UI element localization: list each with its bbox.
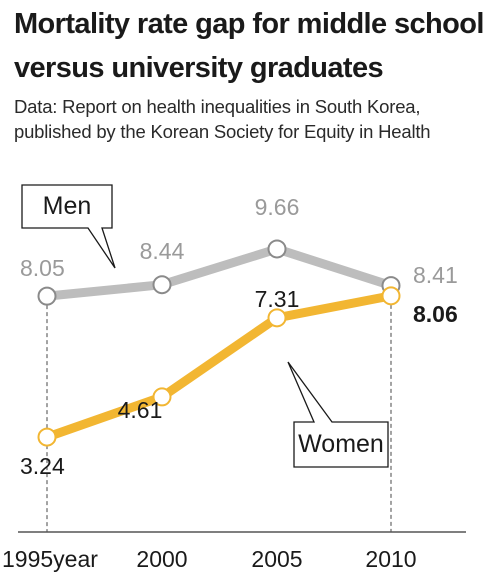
x-tick-label-0: 1995year bbox=[2, 546, 98, 572]
x-tick-label-1: 2000 bbox=[136, 546, 187, 572]
source-line-2: published by the Korean Society for Equi… bbox=[14, 121, 431, 142]
series-points bbox=[37, 239, 401, 447]
callout-box-men bbox=[21, 184, 116, 269]
data-point-women-0 bbox=[37, 427, 57, 447]
x-tick-label-3: 2010 bbox=[365, 546, 416, 572]
data-label-women-1: 4.61 bbox=[118, 397, 163, 423]
vertical-guides bbox=[46, 304, 392, 532]
callout-label-men: Men bbox=[43, 192, 92, 220]
data-label-men-0: 8.05 bbox=[20, 255, 65, 281]
data-point-women-3 bbox=[381, 286, 401, 306]
series-line-men bbox=[42, 244, 396, 301]
title-line-1: Mortality rate gap for middle school bbox=[14, 8, 484, 40]
x-tick-labels: 1995year 2000 2005 2010 bbox=[2, 546, 417, 572]
x-tick-label-2: 2005 bbox=[251, 546, 302, 572]
data-point-women-2 bbox=[267, 308, 287, 328]
data-label-men-1: 8.44 bbox=[140, 238, 185, 264]
title-line-2: versus university graduates bbox=[14, 52, 384, 84]
data-label-women-3: 8.06 bbox=[413, 301, 458, 327]
data-point-men-0 bbox=[37, 286, 57, 306]
series-lines bbox=[42, 244, 396, 442]
value-labels: 8.05 8.44 9.66 8.41 3.24 4.61 7.31 8.06 bbox=[20, 194, 458, 479]
data-point-women-1 bbox=[152, 387, 172, 407]
data-label-women-2: 7.31 bbox=[255, 286, 300, 312]
series-line-women bbox=[42, 291, 396, 442]
data-point-men-2 bbox=[267, 239, 287, 259]
data-label-men-3: 8.41 bbox=[413, 262, 458, 288]
data-label-women-0: 3.24 bbox=[20, 453, 65, 479]
callout-box-women bbox=[287, 361, 389, 468]
callout-label-women: Women bbox=[298, 430, 384, 458]
data-label-men-2: 9.66 bbox=[255, 194, 300, 220]
legend-callouts: Men Women bbox=[21, 184, 389, 468]
data-point-men-1 bbox=[152, 275, 172, 295]
chart-title: Mortality rate gap for middle school ver… bbox=[14, 2, 494, 90]
data-source-note: Data: Report on health inequalities in S… bbox=[14, 94, 498, 144]
source-line-1: Data: Report on health inequalities in S… bbox=[14, 96, 421, 117]
